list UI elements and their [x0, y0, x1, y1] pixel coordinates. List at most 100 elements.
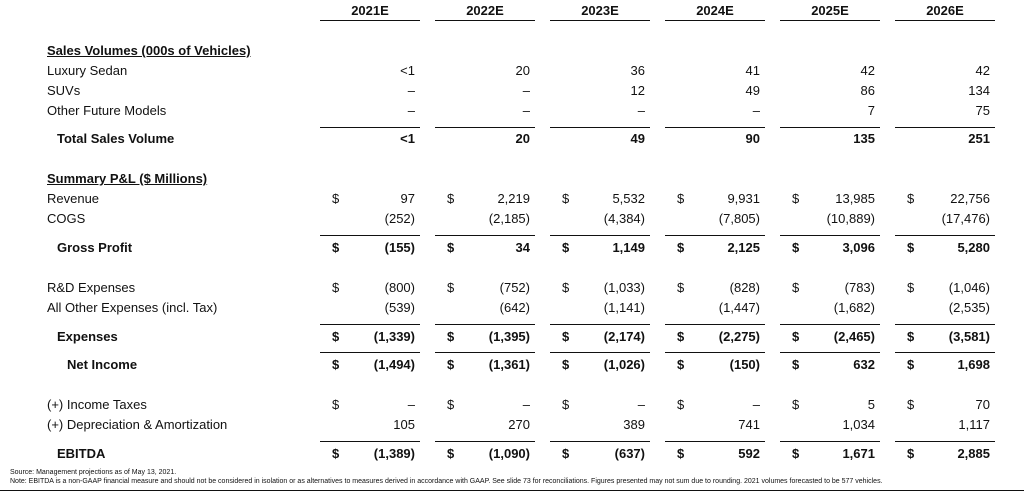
- table-cell: (17,476): [941, 211, 990, 226]
- table-cell: 49: [745, 83, 760, 98]
- table-cell: (642): [499, 300, 530, 315]
- table-cell: –: [407, 83, 415, 98]
- year-header: 2023E: [581, 3, 619, 18]
- dollar-sign: $: [792, 280, 800, 295]
- table-cell: 251: [968, 131, 990, 146]
- total-separator-line: [665, 352, 765, 353]
- table-cell: 2,125: [727, 240, 760, 255]
- dollar-sign: $: [562, 240, 570, 255]
- table-cell: <1: [400, 131, 415, 146]
- year-header: 2026E: [926, 3, 964, 18]
- table-cell: (1,682): [833, 300, 875, 315]
- total-separator-line: [435, 324, 535, 325]
- total-separator-line: [665, 235, 765, 236]
- table-cell: (1,361): [488, 357, 530, 372]
- total-separator-line: [665, 441, 765, 442]
- year-header: 2022E: [466, 3, 504, 18]
- row-label-ebitda: EBITDA: [57, 446, 106, 461]
- row-label-suvs: SUVs: [47, 83, 81, 98]
- table-cell: (2,535): [948, 300, 990, 315]
- table-cell: (1,141): [603, 300, 645, 315]
- table-cell: 5: [867, 397, 875, 412]
- table-cell: 105: [393, 417, 415, 432]
- table-cell: 20: [515, 63, 530, 78]
- table-cell: 632: [853, 357, 875, 372]
- table-cell: (1,033): [603, 280, 645, 295]
- table-cell: 741: [738, 417, 760, 432]
- table-cell: (2,174): [603, 329, 645, 344]
- dollar-sign: $: [447, 446, 455, 461]
- table-cell: 270: [508, 417, 530, 432]
- dollar-sign: $: [447, 357, 455, 372]
- total-separator-line: [550, 235, 650, 236]
- total-separator-line: [320, 127, 420, 128]
- dollar-sign: $: [792, 329, 800, 344]
- dollar-sign: $: [332, 191, 340, 206]
- table-cell: 2,219: [497, 191, 530, 206]
- year-header-underline: [550, 20, 650, 21]
- dollar-sign: $: [792, 357, 800, 372]
- year-header-underline: [320, 20, 420, 21]
- row-label-cogs: COGS: [47, 211, 86, 226]
- year-header-underline: [780, 20, 880, 21]
- table-cell: 135: [853, 131, 875, 146]
- dollar-sign: $: [677, 240, 685, 255]
- table-cell: 34: [515, 240, 530, 255]
- table-cell: (1,389): [373, 446, 415, 461]
- dollar-sign: $: [677, 357, 685, 372]
- dollar-sign: $: [792, 191, 800, 206]
- table-cell: 1,671: [842, 446, 875, 461]
- total-separator-line: [895, 441, 995, 442]
- table-cell: –: [522, 103, 530, 118]
- table-cell: 41: [745, 63, 760, 78]
- table-cell: (828): [729, 280, 760, 295]
- row-label-expenses: Expenses: [57, 329, 118, 344]
- dollar-sign: $: [677, 397, 685, 412]
- total-separator-line: [895, 127, 995, 128]
- dollar-sign: $: [332, 446, 340, 461]
- dollar-sign: $: [677, 280, 685, 295]
- table-cell: 22,756: [950, 191, 990, 206]
- row-label-gross-profit: Gross Profit: [57, 240, 133, 255]
- dollar-sign: $: [677, 446, 685, 461]
- dollar-sign: $: [907, 240, 915, 255]
- table-cell: (155): [384, 240, 415, 255]
- table-cell: –: [752, 397, 760, 412]
- dollar-sign: $: [907, 329, 915, 344]
- total-separator-line: [780, 324, 880, 325]
- bottom-divider: [0, 490, 1024, 491]
- dollar-sign: $: [562, 397, 570, 412]
- dollar-sign: $: [332, 240, 340, 255]
- source-footnote: Source: Management projections as of May…: [10, 469, 177, 476]
- row-label-other-future-models: Other Future Models: [47, 103, 167, 118]
- dollar-sign: $: [562, 357, 570, 372]
- table-cell: 86: [860, 83, 875, 98]
- table-cell: (539): [384, 300, 415, 315]
- table-cell: 20: [515, 131, 530, 146]
- table-cell: –: [637, 103, 645, 118]
- dollar-sign: $: [447, 397, 455, 412]
- table-cell: –: [637, 397, 645, 412]
- table-cell: (1,395): [488, 329, 530, 344]
- table-cell: (1,339): [373, 329, 415, 344]
- table-cell: (637): [614, 446, 645, 461]
- year-header-underline: [435, 20, 535, 21]
- year-header: 2024E: [696, 3, 734, 18]
- total-separator-line: [435, 352, 535, 353]
- total-separator-line: [550, 441, 650, 442]
- dollar-sign: $: [907, 280, 915, 295]
- dollar-sign: $: [792, 240, 800, 255]
- dollar-sign: $: [792, 397, 800, 412]
- dollar-sign: $: [677, 329, 685, 344]
- table-cell: 134: [968, 83, 990, 98]
- table-cell: 97: [400, 191, 415, 206]
- total-separator-line: [320, 235, 420, 236]
- dollar-sign: $: [562, 191, 570, 206]
- table-cell: 9,931: [727, 191, 760, 206]
- table-cell: 36: [630, 63, 645, 78]
- total-separator-line: [780, 235, 880, 236]
- total-separator-line: [435, 441, 535, 442]
- table-cell: –: [752, 103, 760, 118]
- dollar-sign: $: [332, 397, 340, 412]
- table-cell: (4,384): [603, 211, 645, 226]
